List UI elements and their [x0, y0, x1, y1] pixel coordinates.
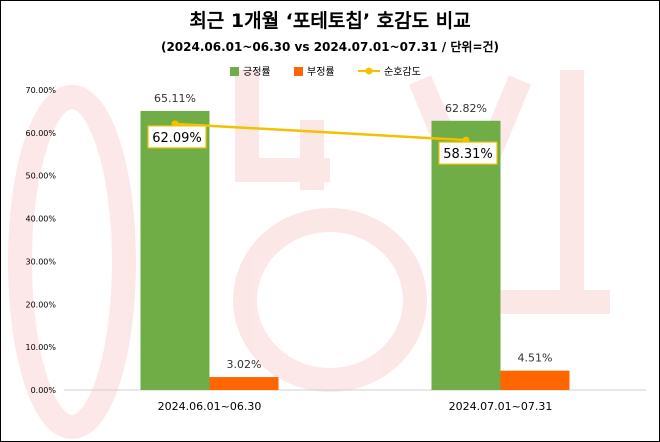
bar: [140, 110, 210, 390]
line-label-text: 58.31%: [443, 147, 493, 162]
y-tick-label: 50.00%: [25, 172, 56, 181]
bar: [500, 370, 570, 390]
y-tick-label: 60.00%: [25, 129, 56, 138]
bar-data-label: 65.11%: [154, 92, 196, 105]
legend-label: 순호감도: [384, 66, 421, 78]
x-axis: 2024.06.01~06.30 2024.07.01~07.31: [158, 400, 553, 413]
y-tick-label: 0.00%: [31, 386, 57, 395]
legend-marker: [365, 67, 373, 75]
legend-swatch: [294, 67, 303, 76]
data-labels: 65.11% 3.02% 62.82% 4.51% 62.09% 58.31%: [147, 92, 553, 371]
y-tick-label: 40.00%: [25, 215, 56, 224]
bar: [431, 120, 501, 391]
x-tick-label: 2024.07.01~07.31: [449, 400, 553, 413]
legend-label: 긍정률: [243, 66, 271, 78]
chart-subtitle: (2024.06.01~06.30 vs 2024.07.01~07.31 / …: [160, 40, 500, 54]
legend-swatch: [230, 67, 239, 76]
line-label-text: 62.09%: [152, 131, 202, 146]
line-data-label: 58.31%: [438, 141, 498, 165]
y-tick-label: 30.00%: [25, 257, 56, 266]
legend-item: 긍정률: [230, 66, 271, 78]
legend-label: 부정률: [307, 66, 335, 78]
watermark-logo: [8, 70, 610, 439]
y-tick-label: 20.00%: [25, 300, 56, 309]
bars: [140, 110, 570, 391]
legend-item: 부정률: [294, 66, 335, 78]
bar-data-label: 62.82%: [445, 102, 487, 115]
y-tick-label: 70.00%: [25, 86, 56, 95]
bar-data-label: 3.02%: [227, 358, 262, 371]
bar: [209, 377, 279, 390]
legend: 긍정률 부정률 순호감도: [230, 66, 421, 78]
bar-data-label: 4.51%: [518, 352, 553, 365]
line-label-box: [438, 141, 498, 165]
line-label-box: [147, 125, 207, 149]
x-tick-label: 2024.06.01~06.30: [158, 400, 262, 413]
line-path: [174, 122, 467, 142]
legend-item: 순호감도: [358, 66, 421, 78]
y-tick-label: 10.00%: [25, 343, 56, 352]
chart-title: 최근 1개월 ‘포테토칩’ 호감도 비교: [189, 10, 471, 32]
line-data-label: 62.09%: [147, 125, 207, 149]
